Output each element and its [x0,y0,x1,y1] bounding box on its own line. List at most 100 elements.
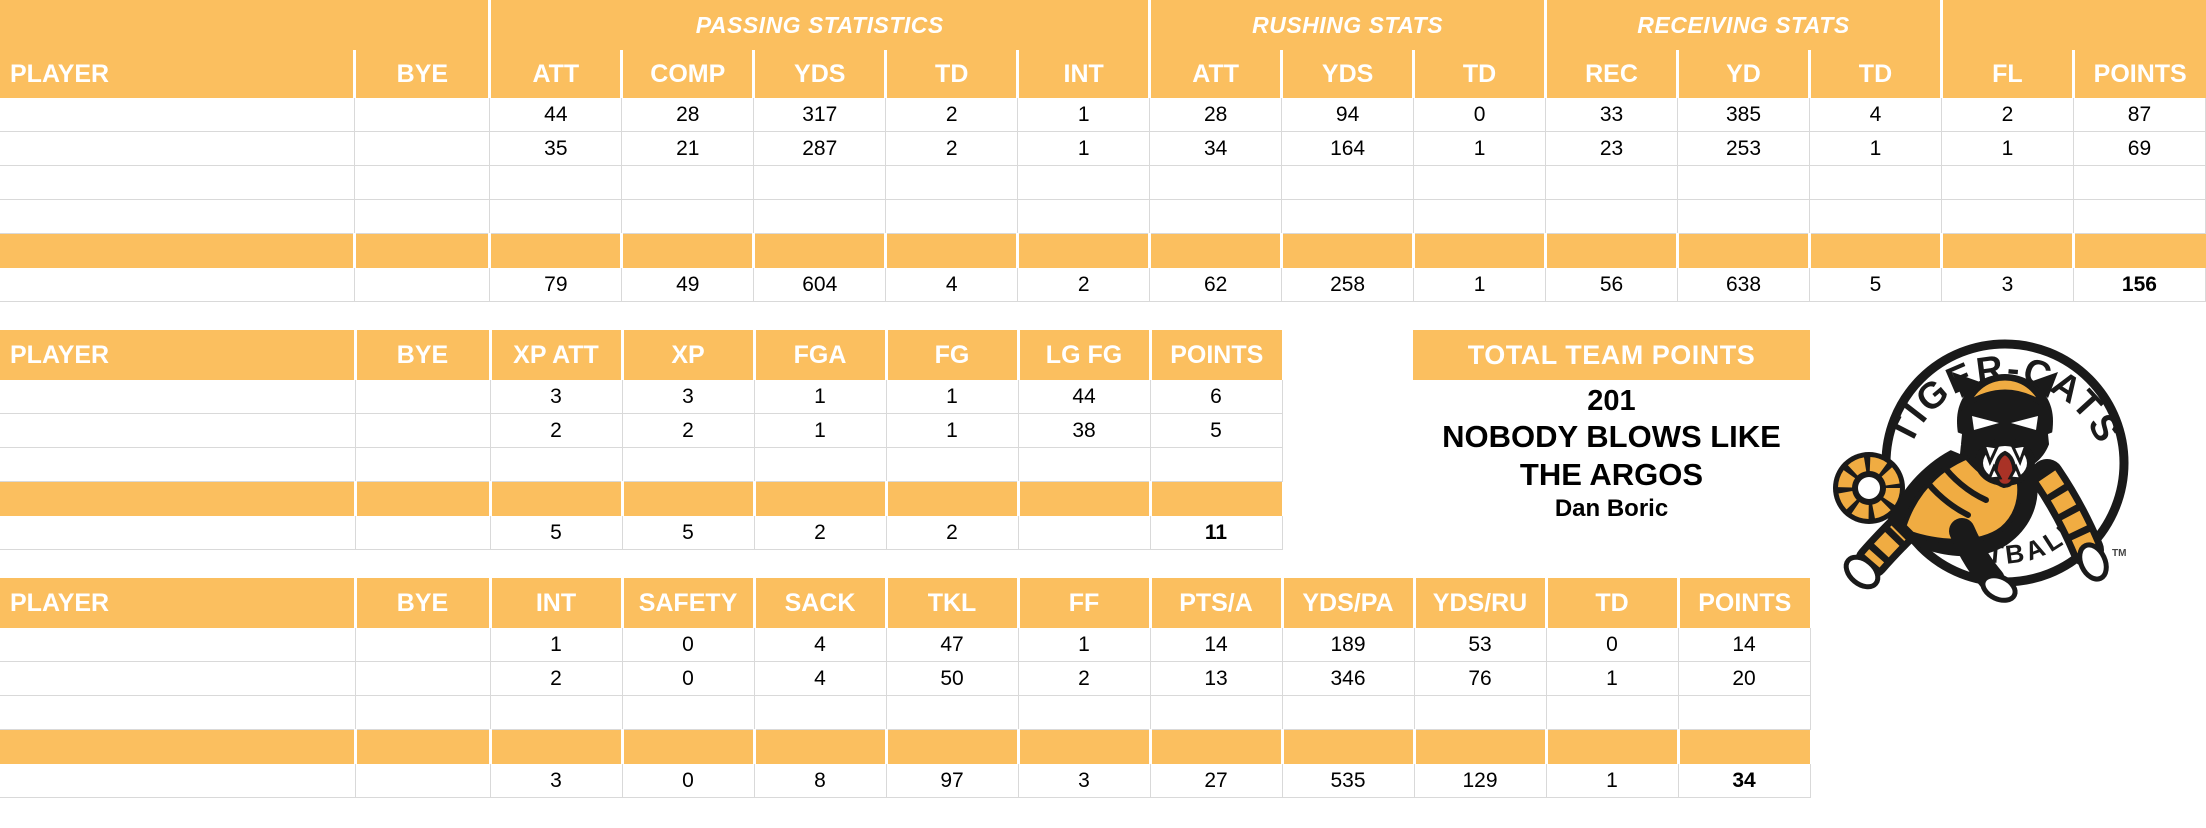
table-cell[interactable]: 1 [886,380,1019,414]
table-cell[interactable] [622,695,755,730]
total-cell[interactable]: 8 [754,764,887,798]
total-cell[interactable]: 27 [1150,764,1283,798]
total-cell[interactable]: 156 [2073,268,2206,302]
total-cell[interactable]: 79 [489,268,623,302]
table-cell[interactable] [1281,165,1415,200]
table-cell[interactable]: 317 [753,98,887,132]
total-cell[interactable]: 5 [490,516,623,550]
table-cell[interactable] [886,447,1019,482]
table-cell[interactable]: 1 [1017,131,1151,166]
total-cell[interactable]: 2 [1017,268,1151,302]
table-cell[interactable]: 94 [1281,98,1415,132]
total-cell[interactable]: 4 [885,268,1019,302]
total-cell[interactable]: 5 [622,516,755,550]
table-cell[interactable] [1150,447,1283,482]
total-cell[interactable] [0,764,356,798]
table-cell[interactable]: 53 [1414,628,1547,662]
table-cell[interactable]: 253 [1677,131,1810,166]
total-cell[interactable] [0,268,356,302]
table-cell[interactable] [490,695,623,730]
table-cell[interactable] [1018,695,1151,730]
table-cell[interactable] [354,98,491,132]
table-cell[interactable] [885,165,1019,200]
table-cell[interactable] [753,165,887,200]
table-cell[interactable] [1018,447,1151,482]
table-cell[interactable]: 20 [1678,661,1811,696]
total-cell[interactable]: 49 [621,268,755,302]
total-cell[interactable]: 56 [1545,268,1679,302]
table-cell[interactable] [1413,199,1547,234]
table-cell[interactable] [1414,695,1547,730]
table-cell[interactable]: 4 [1809,98,1942,132]
table-cell[interactable]: 1 [886,413,1019,448]
table-cell[interactable]: 14 [1150,628,1283,662]
table-cell[interactable] [0,131,356,166]
table-cell[interactable] [355,380,491,414]
total-cell[interactable]: 638 [1677,268,1810,302]
table-cell[interactable]: 164 [1281,131,1415,166]
table-cell[interactable] [754,447,887,482]
table-cell[interactable]: 2 [490,661,623,696]
total-cell[interactable]: 34 [1678,764,1811,798]
total-cell[interactable]: 0 [622,764,755,798]
table-cell[interactable]: 1 [1941,131,2074,166]
table-cell[interactable]: 0 [622,628,755,662]
total-cell[interactable]: 535 [1282,764,1415,798]
total-cell[interactable] [354,268,491,302]
table-cell[interactable]: 50 [886,661,1019,696]
table-cell[interactable]: 6 [1150,380,1283,414]
table-cell[interactable] [621,199,755,234]
table-cell[interactable] [0,380,356,414]
total-cell[interactable]: 1 [1546,764,1679,798]
table-cell[interactable] [2073,199,2206,234]
total-cell[interactable] [0,516,356,550]
table-cell[interactable]: 38 [1018,413,1151,448]
table-cell[interactable]: 13 [1150,661,1283,696]
table-cell[interactable] [489,199,623,234]
table-cell[interactable]: 4 [754,628,887,662]
total-cell[interactable]: 3 [1941,268,2074,302]
table-cell[interactable] [490,447,623,482]
table-cell[interactable] [622,447,755,482]
table-cell[interactable]: 69 [2073,131,2206,166]
table-cell[interactable]: 2 [622,413,755,448]
total-cell[interactable]: 1 [1413,268,1547,302]
table-cell[interactable] [1017,199,1151,234]
table-cell[interactable]: 0 [622,661,755,696]
table-cell[interactable] [0,413,356,448]
table-cell[interactable] [885,199,1019,234]
table-cell[interactable] [355,413,491,448]
table-cell[interactable] [1941,165,2074,200]
total-cell[interactable] [355,516,491,550]
table-cell[interactable]: 287 [753,131,887,166]
table-cell[interactable]: 3 [622,380,755,414]
table-cell[interactable]: 4 [754,661,887,696]
table-cell[interactable]: 87 [2073,98,2206,132]
table-cell[interactable] [0,98,356,132]
table-cell[interactable]: 1 [1018,628,1151,662]
table-cell[interactable] [621,165,755,200]
table-cell[interactable] [0,165,356,200]
table-cell[interactable] [355,628,491,662]
table-cell[interactable]: 2 [885,98,1019,132]
table-cell[interactable]: 3 [490,380,623,414]
table-cell[interactable]: 1 [1413,131,1547,166]
table-cell[interactable] [355,661,491,696]
table-cell[interactable]: 385 [1677,98,1810,132]
total-cell[interactable] [1018,516,1151,550]
table-cell[interactable] [1678,695,1811,730]
total-cell[interactable]: 3 [490,764,623,798]
table-cell[interactable]: 34 [1149,131,1283,166]
total-cell[interactable]: 97 [886,764,1019,798]
table-cell[interactable]: 1 [754,413,887,448]
table-cell[interactable] [1282,695,1415,730]
table-cell[interactable] [1281,199,1415,234]
table-cell[interactable]: 0 [1546,628,1679,662]
total-cell[interactable]: 11 [1150,516,1283,550]
total-cell[interactable]: 62 [1149,268,1283,302]
table-cell[interactable] [886,695,1019,730]
table-cell[interactable] [2073,165,2206,200]
table-cell[interactable]: 2 [1018,661,1151,696]
table-cell[interactable] [1545,199,1679,234]
table-cell[interactable] [0,628,356,662]
